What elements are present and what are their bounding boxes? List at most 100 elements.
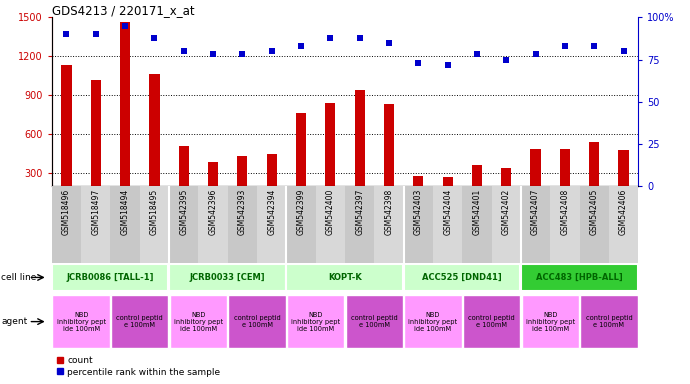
Point	[266, 48, 277, 54]
Bar	[287, 295, 344, 348]
Bar	[404, 263, 520, 291]
Bar	[228, 295, 286, 348]
Text: NBD
inhibitory pept
ide 100mM: NBD inhibitory pept ide 100mM	[174, 311, 223, 332]
Text: ACC525 [DND41]: ACC525 [DND41]	[422, 273, 502, 282]
Bar	[413, 176, 424, 212]
Text: GSM542405: GSM542405	[590, 189, 599, 235]
Text: GSM518497: GSM518497	[91, 189, 100, 235]
Bar	[257, 186, 286, 263]
Point	[354, 35, 365, 41]
Text: GSM542400: GSM542400	[326, 189, 335, 235]
Bar	[325, 103, 335, 212]
Bar	[404, 295, 462, 348]
Point	[61, 31, 72, 37]
Bar	[618, 150, 629, 212]
Bar	[442, 177, 453, 212]
Bar	[81, 186, 110, 263]
Bar	[296, 113, 306, 212]
Text: GSM542398: GSM542398	[384, 189, 393, 235]
Bar	[237, 156, 248, 212]
Text: agent: agent	[1, 317, 28, 326]
Bar	[501, 168, 511, 212]
Bar	[52, 186, 81, 263]
Bar	[139, 186, 169, 263]
Text: GSM542395: GSM542395	[179, 189, 188, 235]
Bar	[472, 166, 482, 212]
Text: NBD
inhibitory pept
ide 100mM: NBD inhibitory pept ide 100mM	[408, 311, 457, 332]
Bar	[208, 162, 218, 212]
Point	[560, 43, 571, 49]
Text: GSM542397: GSM542397	[355, 189, 364, 235]
Bar	[52, 295, 110, 348]
Bar	[580, 186, 609, 263]
Text: control peptid
e 100mM: control peptid e 100mM	[469, 315, 515, 328]
Point	[90, 31, 101, 37]
Bar	[551, 186, 580, 263]
Bar	[170, 295, 227, 348]
Bar	[199, 186, 228, 263]
Point	[208, 51, 219, 58]
Point	[237, 51, 248, 58]
Text: GSM518496: GSM518496	[62, 189, 71, 235]
Text: JCRB0033 [CEM]: JCRB0033 [CEM]	[190, 273, 266, 282]
Bar	[52, 263, 168, 291]
Text: GSM542401: GSM542401	[473, 189, 482, 235]
Point	[325, 35, 336, 41]
Text: GSM542402: GSM542402	[502, 189, 511, 235]
Bar	[266, 154, 277, 212]
Point	[471, 51, 482, 58]
Text: GSM542408: GSM542408	[560, 189, 569, 235]
Bar	[286, 186, 316, 263]
Text: GSM542399: GSM542399	[297, 189, 306, 235]
Bar	[228, 186, 257, 263]
Bar	[463, 295, 520, 348]
Bar	[433, 186, 462, 263]
Text: GSM542394: GSM542394	[267, 189, 276, 235]
Text: NBD
inhibitory pept
ide 100mM: NBD inhibitory pept ide 100mM	[291, 311, 340, 332]
Bar	[61, 65, 72, 212]
Legend: count, percentile rank within the sample: count, percentile rank within the sample	[57, 356, 220, 377]
Point	[501, 56, 512, 63]
Bar	[169, 263, 286, 291]
Text: JCRB0086 [TALL-1]: JCRB0086 [TALL-1]	[67, 273, 154, 282]
Text: ACC483 [HPB-ALL]: ACC483 [HPB-ALL]	[536, 273, 623, 282]
Bar	[90, 79, 101, 212]
Point	[295, 43, 306, 49]
Text: GSM542393: GSM542393	[238, 189, 247, 235]
Bar	[111, 295, 168, 348]
Bar	[345, 186, 374, 263]
Text: NBD
inhibitory pept
ide 100mM: NBD inhibitory pept ide 100mM	[57, 311, 106, 332]
Text: GSM542406: GSM542406	[619, 189, 628, 235]
Bar	[589, 142, 600, 212]
Text: GSM518494: GSM518494	[121, 189, 130, 235]
Text: NBD
inhibitory pept
ide 100mM: NBD inhibitory pept ide 100mM	[526, 311, 575, 332]
Point	[384, 40, 395, 46]
Bar	[609, 186, 638, 263]
Point	[119, 23, 130, 29]
Point	[413, 60, 424, 66]
Bar	[491, 186, 521, 263]
Bar	[522, 295, 579, 348]
Point	[149, 35, 160, 41]
Bar	[179, 146, 189, 212]
Bar	[120, 23, 130, 212]
Bar	[316, 186, 345, 263]
Point	[618, 48, 629, 54]
Bar	[355, 90, 365, 212]
Bar	[462, 186, 492, 263]
Text: KOPT-K: KOPT-K	[328, 273, 362, 282]
Text: GSM542403: GSM542403	[414, 189, 423, 235]
Bar	[404, 186, 433, 263]
Text: GDS4213 / 220171_x_at: GDS4213 / 220171_x_at	[52, 4, 195, 17]
Text: GSM542407: GSM542407	[531, 189, 540, 235]
Text: control peptid
e 100mM: control peptid e 100mM	[234, 315, 280, 328]
Bar	[521, 263, 638, 291]
Text: cell line: cell line	[1, 273, 37, 282]
Bar	[286, 263, 403, 291]
Bar	[384, 104, 394, 212]
Text: GSM518495: GSM518495	[150, 189, 159, 235]
Bar	[375, 186, 404, 263]
Point	[442, 61, 453, 68]
Text: control peptid
e 100mM: control peptid e 100mM	[586, 315, 632, 328]
Text: control peptid
e 100mM: control peptid e 100mM	[351, 315, 397, 328]
